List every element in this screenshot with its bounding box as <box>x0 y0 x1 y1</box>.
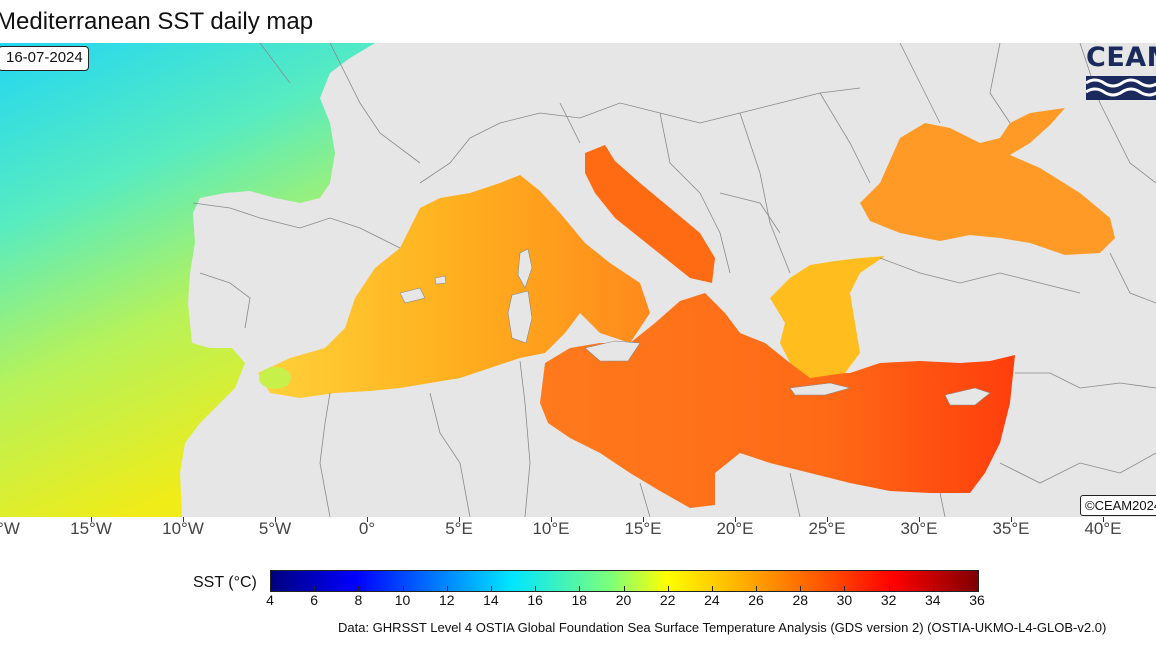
corsica-island <box>517 248 533 289</box>
longitude-tick-mark <box>91 517 92 522</box>
colorbar-tick-mark <box>756 586 758 591</box>
colorbar-tick-label: 4 <box>266 592 274 608</box>
colorbar-tick-mark <box>535 586 537 591</box>
longitude-axis: 20°W 15°W 10°W 5°W 0° 5°E 10°E 15°E 20°E 25°E 30°E… <box>0 517 1156 547</box>
crete-island <box>789 382 852 396</box>
longitude-tick-label: 0° <box>358 519 376 538</box>
colorbar-tick-mark <box>446 586 448 591</box>
longitude-tick-mark <box>827 517 828 522</box>
sicily-island <box>584 340 641 362</box>
longitude-tick-mark <box>551 517 552 522</box>
colorbar-tick-mark <box>358 586 360 591</box>
longitude-tick-mark <box>367 517 368 522</box>
balearic-islands <box>399 275 447 304</box>
longitude-tick-label: 40°E <box>1084 519 1122 538</box>
wave-icon <box>1086 76 1156 100</box>
longitude-tick-label: 10°W <box>162 519 204 538</box>
longitude-tick-label: 15°E <box>624 519 662 538</box>
sst-map <box>0 43 1156 517</box>
colorbar-tick-label: 34 <box>925 592 941 608</box>
longitude-tick-label: 10°E <box>532 519 570 538</box>
longitude-tick-mark <box>919 517 920 522</box>
colorbar-tick-label: 36 <box>969 592 985 608</box>
longitude-tick-label: 5°W <box>258 519 292 538</box>
colorbar-label: SST (°C) <box>193 574 257 591</box>
longitude-tick-mark <box>735 517 736 522</box>
colorbar-tick-label: 22 <box>659 592 676 608</box>
colorbar-tick-mark <box>490 586 492 591</box>
ceam-logo: CEAM <box>1080 44 1156 102</box>
colorbar-tick-label: 8 <box>354 592 363 608</box>
colorbar-tick-mark <box>270 586 271 591</box>
longitude-tick-label: 20°E <box>716 519 754 538</box>
longitude-tick-mark <box>643 517 644 522</box>
data-source: Data: GHRSST Level 4 OSTIA Global Founda… <box>338 620 1107 635</box>
longitude-tick-label: 30°E <box>900 519 938 538</box>
longitude-tick-label: 35°E <box>992 519 1030 538</box>
date-label: 16-07-2024 <box>0 46 89 71</box>
sardinia-island <box>507 290 533 344</box>
page-title: Mediterranean SST daily map <box>0 8 314 35</box>
colorbar-tick-label: 26 <box>748 592 764 608</box>
colorbar-tick-mark <box>667 586 669 591</box>
colorbar-tick-label: 6 <box>310 592 319 608</box>
atlantic-ocean <box>0 43 375 517</box>
longitude-tick-label: 20°W <box>0 519 20 538</box>
longitude-tick-mark <box>1103 517 1104 522</box>
alboran-eddy <box>259 367 291 389</box>
longitude-tick-label: 25°E <box>808 519 846 538</box>
colorbar-gradient <box>270 570 979 592</box>
western-mediterranean <box>258 175 650 398</box>
longitude-tick-label: 15°W <box>70 519 112 538</box>
colorbar-tick-label: 16 <box>527 592 543 608</box>
cyprus-island <box>944 387 991 406</box>
longitude-tick-label: 5°E <box>445 519 473 538</box>
colorbar-tick-mark <box>932 586 934 591</box>
colorbar-tick-label: 24 <box>704 592 720 608</box>
colorbar-tick-label: 14 <box>483 592 499 608</box>
longitude-tick-mark <box>1011 517 1012 522</box>
colorbar-tick-mark <box>711 586 713 591</box>
copyright-label: ©CEAM2024 <box>1080 495 1156 516</box>
colorbar-tick-label: 12 <box>438 592 455 608</box>
eastern-mediterranean <box>540 293 1015 508</box>
colorbar: SST (°C) 4 6 8 10 12 14 16 18 20 22 24 26 28 30 32 34 36 <box>0 560 1156 620</box>
colorbar-tick-label: 32 <box>880 592 897 608</box>
colorbar-tick-mark <box>977 586 978 591</box>
colorbar-tick-label: 20 <box>615 592 632 608</box>
colorbar-tick-label: 10 <box>394 592 411 608</box>
colorbar-tick-mark <box>844 586 846 591</box>
adriatic-sea <box>585 145 715 283</box>
colorbar-tick-label: 28 <box>792 592 809 608</box>
colorbar-tick-label: 18 <box>571 592 588 608</box>
colorbar-tick-label: 30 <box>836 592 853 608</box>
colorbar-tick-mark <box>579 586 581 591</box>
longitude-tick-mark <box>459 517 460 522</box>
black-sea <box>860 108 1115 255</box>
colorbar-tick-mark <box>314 586 316 591</box>
colorbar-tick-mark <box>888 586 890 591</box>
country-borders <box>192 43 1156 517</box>
longitude-tick-mark <box>275 517 276 522</box>
colorbar-tick-mark <box>402 586 404 591</box>
colorbar-tick-mark <box>623 586 625 591</box>
aegean-sea <box>770 256 885 378</box>
logo-text: CEAM <box>1086 44 1156 73</box>
longitude-tick-mark <box>183 517 184 522</box>
colorbar-tick-mark <box>800 586 802 591</box>
